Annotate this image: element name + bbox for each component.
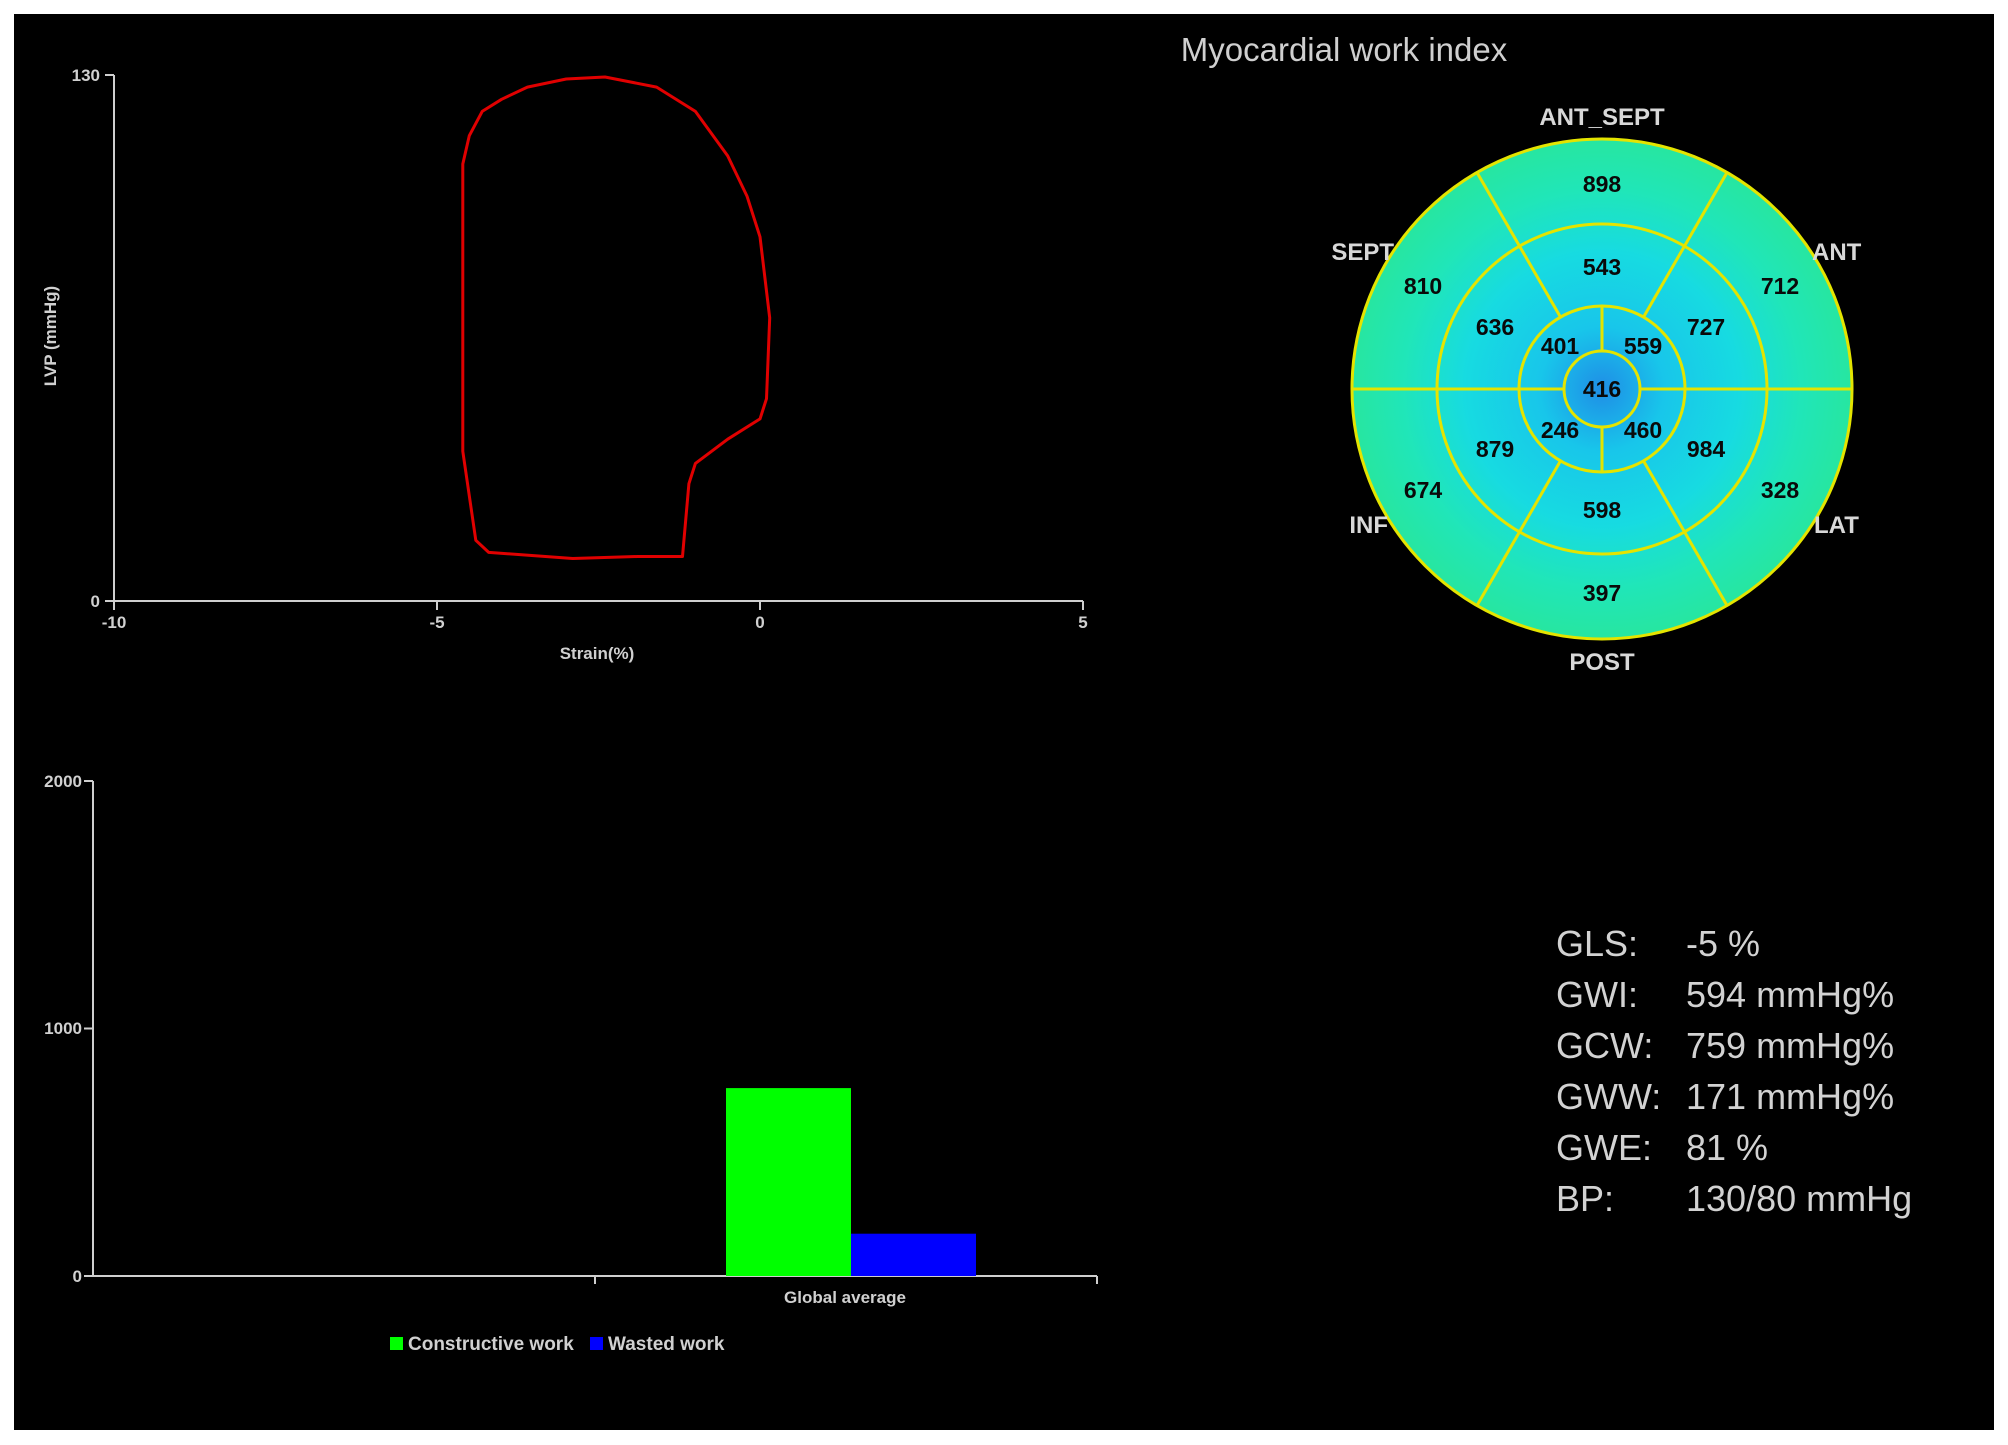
bar-y-tick-label: 0 — [73, 1267, 82, 1286]
loop-y-tick-label: 130 — [72, 66, 100, 85]
loop-x-axis-label: Strain(%) — [560, 644, 635, 663]
segment-divider — [1475, 171, 1562, 318]
segment-basal-inf: 674 — [1404, 477, 1443, 503]
segment-apical-lat: 460 — [1624, 417, 1662, 443]
segment-apical-ant: 559 — [1624, 333, 1662, 359]
loop-y-axis-label: LVP (mmHg) — [41, 286, 60, 386]
legend-swatch-constructive — [390, 1337, 403, 1350]
bullseye-disc — [1352, 139, 1852, 639]
loop-x-tick-label: -5 — [429, 613, 444, 632]
work-bar-chart: 2000 1000 0 Global average Constructive … — [44, 772, 1098, 1355]
wall-label-post: POST — [1569, 649, 1635, 676]
stat-gwe-label: GWE: — [1556, 1127, 1652, 1168]
report-canvas: 130 0 -10 -5 0 5 Strain(%) LVP (mmHg) My… — [41, 31, 1912, 1355]
segment-basal-lat: 328 — [1761, 477, 1800, 503]
bar-category-label: Global average — [784, 1288, 906, 1307]
bullseye-title: Myocardial work index — [1181, 31, 1508, 68]
segment-basal-sept: 810 — [1404, 273, 1442, 299]
segment-divider — [1475, 460, 1562, 607]
bar-wasted-work — [851, 1233, 976, 1276]
loop-y-tick-label: 0 — [91, 592, 100, 611]
bar-y-tick-label: 1000 — [44, 1019, 82, 1038]
segment-mid-ant-sept: 543 — [1583, 254, 1621, 280]
wall-label-ant-sept: ANT_SEPT — [1539, 104, 1665, 131]
pressure-strain-loop-line — [461, 75, 772, 560]
stat-bp-label: BP: — [1556, 1178, 1614, 1219]
segment-basal-ant: 712 — [1761, 273, 1799, 299]
wall-label-ant: ANT — [1812, 239, 1862, 266]
bar-constructive-work — [726, 1088, 851, 1276]
stat-bp-value: 130/80 mmHg — [1686, 1178, 1912, 1219]
loop-x-tick-label: 0 — [755, 613, 764, 632]
bullseye-plot: Myocardial work index ANT_SEPT ANT LAT P… — [1181, 31, 1862, 676]
segment-divider — [1642, 460, 1729, 607]
wall-label-inf: INF — [1349, 512, 1388, 539]
segment-apical-inf: 246 — [1541, 417, 1579, 443]
segment-mid-ant: 727 — [1687, 314, 1725, 340]
bar-series — [726, 1088, 976, 1276]
segment-apex: 416 — [1583, 376, 1621, 402]
stat-gcw-label: GCW: — [1556, 1025, 1653, 1066]
segment-mid-inf: 879 — [1476, 436, 1514, 462]
segment-mid-lat: 984 — [1687, 436, 1726, 462]
wall-label-sept: SEPT — [1331, 239, 1394, 266]
loop-x-tick-label: 5 — [1078, 613, 1087, 632]
segment-divider — [1642, 171, 1729, 318]
segment-basal-ant-sept: 898 — [1583, 171, 1622, 197]
stat-gwi-label: GWI: — [1556, 974, 1638, 1015]
legend-label-wasted: Wasted work — [608, 1334, 725, 1355]
legend-swatch-wasted — [590, 1337, 603, 1350]
legend-label-constructive: Constructive work — [408, 1334, 574, 1355]
stat-gwe-value: 81 % — [1686, 1127, 1768, 1168]
global-stats: GLS: -5 % GWI: 594 mmHg% GCW: 759 mmHg% … — [1556, 923, 1912, 1219]
stat-gwi-value: 594 mmHg% — [1686, 974, 1894, 1015]
stat-gcw-value: 759 mmHg% — [1686, 1025, 1894, 1066]
stat-gww-label: GWW: — [1556, 1076, 1661, 1117]
bar-y-tick-label: 2000 — [44, 772, 82, 791]
loop-x-tick-label: -10 — [102, 613, 127, 632]
stat-gww-value: 171 mmHg% — [1686, 1076, 1894, 1117]
wall-label-lat: LAT — [1814, 512, 1859, 539]
pressure-strain-loop-chart: 130 0 -10 -5 0 5 Strain(%) LVP (mmHg) — [41, 66, 1088, 663]
segment-basal-post: 397 — [1583, 580, 1621, 606]
stat-gls-label: GLS: — [1556, 923, 1638, 964]
segment-mid-sept: 636 — [1476, 314, 1514, 340]
report-screen: 130 0 -10 -5 0 5 Strain(%) LVP (mmHg) My… — [14, 14, 1994, 1430]
stat-gls-value: -5 % — [1686, 923, 1760, 964]
segment-apical-sept: 401 — [1541, 333, 1580, 359]
segment-mid-post: 598 — [1583, 497, 1622, 523]
segment-boundaries — [1350, 137, 1854, 641]
